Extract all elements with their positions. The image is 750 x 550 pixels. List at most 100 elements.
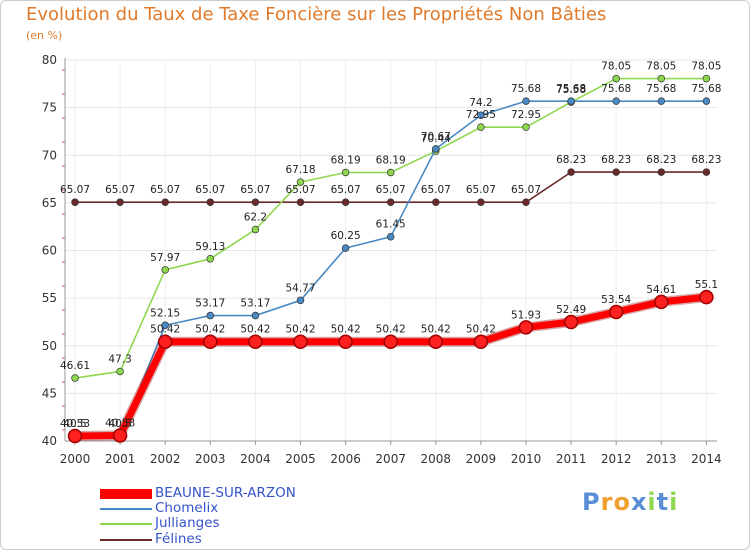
data-label: 50.42	[421, 324, 451, 336]
data-point	[567, 168, 575, 176]
logo-letter: x	[630, 488, 648, 516]
data-label: 50.42	[195, 324, 225, 336]
data-label: 53.54	[601, 294, 631, 306]
data-point	[432, 145, 440, 153]
data-point	[612, 97, 620, 105]
data-label: 75.68	[691, 83, 721, 95]
logo-letter: t	[656, 488, 670, 516]
data-label: 78.05	[691, 61, 721, 73]
x-tick-label: 2007	[375, 452, 406, 466]
data-label: 74.2	[469, 97, 492, 109]
data-point	[428, 334, 444, 349]
data-point	[386, 198, 395, 206]
data-point	[702, 168, 711, 176]
y-tick-label: 60	[42, 244, 57, 258]
legend-label: Félines	[155, 531, 202, 547]
data-point	[116, 367, 124, 376]
data-point	[386, 168, 395, 177]
data-label: 50.42	[150, 324, 180, 336]
data-label: 72.95	[466, 109, 496, 121]
data-label: 57.97	[150, 252, 180, 264]
data-point	[432, 198, 440, 206]
x-tick-label: 2004	[240, 452, 271, 466]
data-label: 65.07	[331, 184, 361, 196]
data-label: 68.23	[646, 154, 676, 166]
x-tick-label: 2003	[195, 452, 226, 466]
data-label: 75.68	[511, 83, 541, 95]
data-point	[657, 97, 666, 105]
data-point	[699, 289, 714, 305]
data-point	[341, 244, 350, 252]
logo-letter: o	[613, 488, 631, 516]
data-point	[612, 168, 620, 176]
logo-letter: i	[669, 488, 679, 516]
legend-swatch	[100, 523, 152, 525]
data-point	[251, 198, 260, 206]
data-point	[518, 320, 534, 335]
data-point	[112, 428, 128, 443]
data-point	[522, 97, 530, 105]
x-tick-label: 2006	[330, 452, 361, 466]
data-label: 72.95	[511, 109, 541, 121]
data-point	[612, 74, 620, 83]
data-point	[251, 311, 260, 320]
data-point	[341, 198, 350, 206]
data-point	[161, 198, 169, 206]
data-point	[477, 198, 485, 206]
x-tick-label: 2012	[601, 452, 632, 466]
data-point	[477, 111, 485, 119]
data-label: 53.17	[240, 298, 270, 310]
y-tick-label: 45	[42, 386, 57, 400]
data-label: 50.42	[466, 324, 496, 336]
legend-label: Jullianges	[155, 515, 220, 531]
logo-letter: r	[600, 488, 614, 516]
chart-title: Evolution du Taux de Taxe Foncière sur l…	[26, 4, 607, 25]
data-point	[293, 334, 308, 349]
data-label: 68.19	[331, 154, 361, 166]
data-label: 65.07	[421, 184, 451, 196]
data-point	[567, 97, 575, 105]
data-label: 67.18	[285, 164, 315, 176]
data-label: 47.3	[108, 353, 131, 365]
data-point	[522, 198, 530, 206]
x-tick-label: 2005	[285, 452, 316, 466]
data-label: 68.19	[376, 154, 406, 166]
data-point	[473, 334, 489, 349]
data-label: 65.07	[285, 184, 315, 196]
data-label: 68.23	[601, 154, 631, 166]
data-label: 52.49	[556, 304, 586, 316]
data-label: 65.07	[240, 184, 270, 196]
data-label: 50.42	[331, 324, 361, 336]
data-label: 59.13	[195, 241, 225, 253]
data-label: 53.17	[195, 298, 225, 310]
data-point	[71, 198, 79, 206]
data-label: 54.61	[646, 284, 676, 296]
logo-letter: i	[647, 488, 657, 516]
data-label: 46.61	[60, 360, 90, 372]
x-tick-label: 2002	[150, 452, 181, 466]
data-label: 65.07	[376, 184, 406, 196]
data-label: 40.58	[105, 417, 135, 429]
data-label: 78.05	[601, 61, 631, 73]
legend-label: BEAUNE-SUR-ARZON	[155, 485, 296, 501]
y-tick-label: 50	[42, 339, 57, 353]
x-tick-label: 2008	[421, 452, 452, 466]
data-label: 75.68	[601, 83, 631, 95]
data-label: 78.05	[646, 61, 676, 73]
data-label: 65.07	[105, 184, 135, 196]
data-point	[522, 123, 530, 131]
data-point	[477, 123, 485, 131]
y-tick-label: 40	[42, 434, 57, 448]
data-label: 65.07	[195, 184, 225, 196]
data-point	[296, 178, 305, 186]
data-point	[341, 168, 350, 177]
data-point	[657, 168, 666, 176]
data-label: 65.07	[511, 184, 541, 196]
x-tick-label: 2010	[511, 452, 542, 466]
x-tick-label: 2009	[466, 452, 497, 466]
data-point	[608, 304, 624, 320]
legend-label: Chomelix	[155, 500, 219, 516]
y-tick-label: 65	[42, 196, 57, 210]
data-point	[67, 428, 83, 444]
